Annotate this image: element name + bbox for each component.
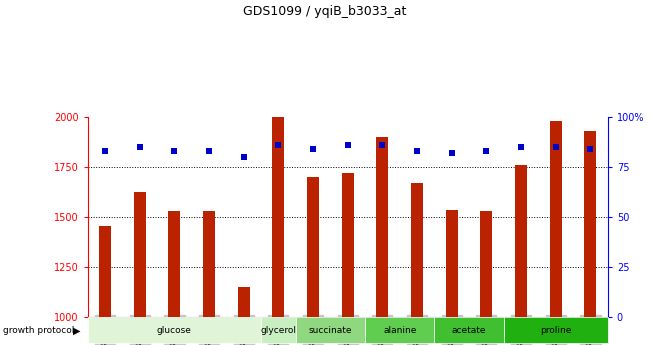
Text: glucose: glucose (157, 326, 192, 335)
Bar (411, 183, 423, 317)
Text: proline: proline (540, 326, 571, 335)
Bar (168, 211, 181, 317)
Bar (238, 287, 250, 317)
Text: acetate: acetate (452, 326, 486, 335)
Text: GDS1099 / yqiB_b3033_at: GDS1099 / yqiB_b3033_at (243, 5, 407, 18)
Text: growth protocol: growth protocol (3, 326, 75, 335)
Bar (550, 121, 562, 317)
Bar (480, 211, 493, 317)
Text: glycerol: glycerol (261, 326, 296, 335)
Bar (515, 165, 527, 317)
Bar (446, 210, 458, 317)
Bar (342, 173, 354, 317)
Text: ▶: ▶ (73, 325, 81, 335)
Bar (134, 193, 146, 317)
Bar (376, 137, 389, 317)
Text: alanine: alanine (383, 326, 417, 335)
Bar (203, 211, 215, 317)
Bar (272, 117, 285, 317)
Text: succinate: succinate (309, 326, 352, 335)
Bar (584, 131, 597, 317)
Bar (99, 226, 111, 317)
Bar (307, 177, 319, 317)
